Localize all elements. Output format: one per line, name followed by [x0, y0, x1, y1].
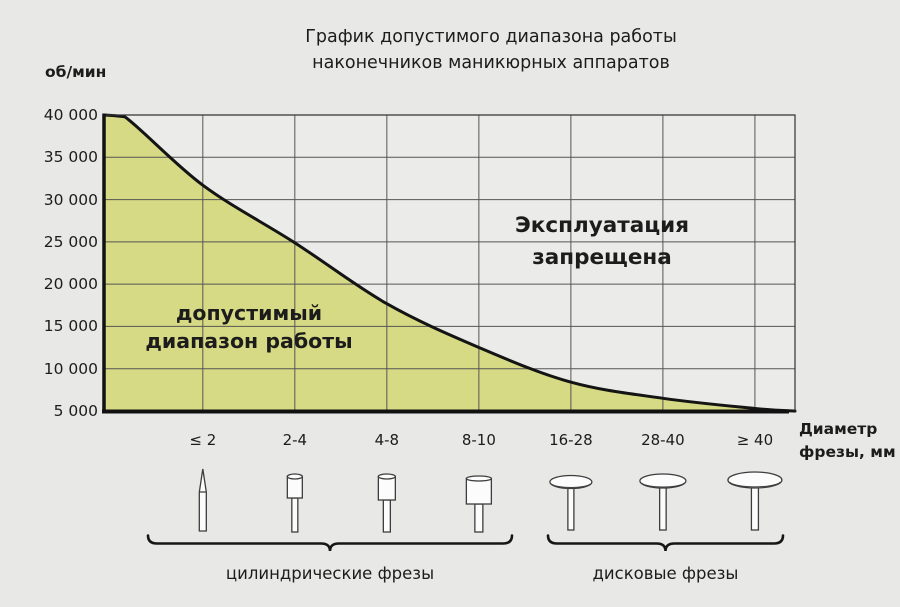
- allowed-region-label-line1: допустимый: [175, 301, 323, 325]
- group-brace: [546, 534, 785, 552]
- cylinder-bit-large-icon: [465, 475, 493, 482]
- cylinder-bit-small-icon: [286, 475, 303, 499]
- y-tick-label: 35 000: [43, 148, 98, 167]
- y-tick-label: 30 000: [43, 190, 98, 209]
- disc-bit-small-icon: [567, 485, 575, 531]
- chart-title-line1: График допустимого диапазона работы: [305, 27, 677, 47]
- x-tick-label: 4-8: [374, 431, 400, 449]
- max-rpm-curve: [102, 113, 797, 413]
- disc-bit-medium-icon: [641, 482, 685, 488]
- cylinder-bit-small-icon: [286, 473, 303, 480]
- x-axis-title-line2: фрезы, мм: [799, 443, 896, 461]
- cylinder-bit-small-icon: [291, 497, 299, 533]
- allowed-region-area: [104, 115, 795, 411]
- x-tick-label: 2-4: [282, 431, 308, 449]
- cylinder-bit-large-icon: [474, 503, 484, 533]
- disc-bit-large-icon: [750, 485, 760, 531]
- disc-bit-large-icon: [729, 481, 781, 488]
- x-tick-label: 16-28: [549, 431, 593, 449]
- x-axis-title-line1: Диаметр: [799, 420, 878, 438]
- y-axis-unit-label: об/мин: [45, 63, 107, 81]
- bit-group-label: дисковые фрезы: [592, 564, 739, 583]
- prohibited-region-label-line1: Эксплуатация: [514, 213, 690, 238]
- disc-bit-small-icon: [549, 474, 593, 490]
- y-tick-label: 20 000: [43, 275, 98, 294]
- group-brace: [146, 534, 514, 552]
- x-tick-label: ≥ 40: [736, 431, 774, 449]
- y-tick-label: 25 000: [43, 232, 98, 251]
- needle-bit-icon: [198, 468, 207, 532]
- y-tick-label: 15 000: [43, 317, 98, 336]
- chart-title: График допустимого диапазона работы нако…: [305, 24, 677, 76]
- disc-bit-medium-icon: [639, 473, 687, 489]
- x-axis-title: Диаметр фрезы, мм: [799, 418, 896, 464]
- cylinder-bit-large-icon: [465, 477, 493, 505]
- y-tick-label: 10 000: [43, 359, 98, 378]
- y-tick-label: 40 000: [43, 106, 98, 124]
- x-tick-label: 28-40: [641, 431, 685, 449]
- disc-bit-small-icon: [551, 483, 591, 488]
- prohibited-region-label: Эксплуатация запрещена: [515, 210, 689, 274]
- cylinder-bit-medium-icon: [382, 499, 391, 533]
- bit-group-label: цилиндрические фрезы: [225, 564, 435, 583]
- disc-bit-large-icon: [727, 471, 783, 489]
- plot-border: [104, 114, 796, 411]
- allowed-region-label-line2: диапазон работы: [145, 329, 353, 353]
- cylinder-bit-medium-icon: [377, 475, 396, 501]
- allowed-region-label: допустимый диапазон работы: [145, 299, 352, 355]
- y-tick-label: 5 000: [53, 402, 98, 420]
- cylinder-bit-medium-icon: [377, 473, 396, 480]
- x-tick-label: ≤ 2: [189, 431, 217, 449]
- disc-bit-medium-icon: [659, 485, 667, 531]
- x-tick-label: 8-10: [461, 431, 496, 449]
- prohibited-region-label-line2: запрещена: [532, 245, 672, 270]
- chart-title-line2: наконечников маникюрных аппаратов: [312, 53, 670, 73]
